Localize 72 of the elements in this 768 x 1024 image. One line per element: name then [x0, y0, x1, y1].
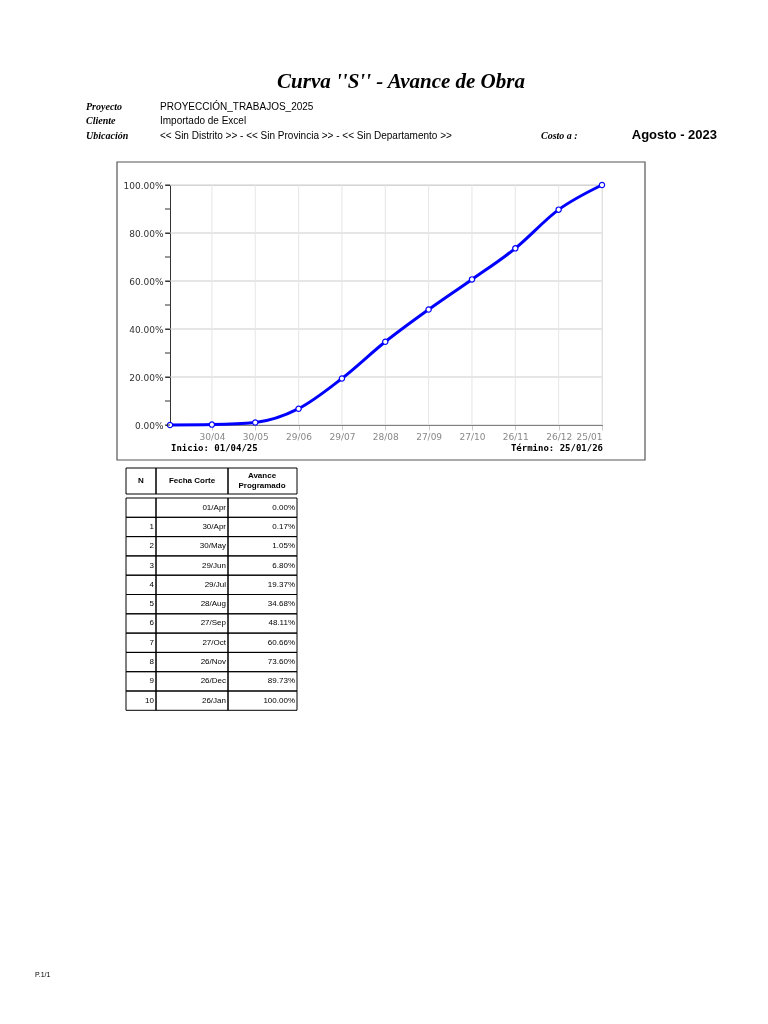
y-tick-label: 20.00%	[129, 372, 164, 383]
point	[208, 421, 216, 428]
point	[382, 338, 389, 346]
x-tick-label: 25/01	[576, 431, 603, 442]
x-tick-label: 28/08	[372, 431, 400, 442]
text: 26/Nov	[200, 657, 226, 667]
x-tick-label: 27/09	[416, 431, 443, 442]
x-tick-label: 30/05	[242, 431, 269, 442]
text: 73.60%	[267, 657, 295, 667]
x-tick-label: 30/04	[199, 431, 226, 442]
text: Avance Programado	[238, 471, 286, 490]
text: 34.68%	[267, 599, 295, 609]
text: 100.00%	[263, 695, 295, 705]
text: Fecha Corte	[168, 476, 216, 485]
text: 9	[149, 676, 155, 686]
point	[468, 276, 476, 283]
text: 6	[149, 618, 155, 628]
text: 48.11%	[268, 618, 295, 628]
point	[512, 245, 519, 252]
text: 19.37%	[267, 579, 295, 589]
text: 8	[149, 657, 155, 667]
point	[295, 405, 302, 412]
text: 0.17%	[272, 521, 295, 531]
point	[252, 419, 259, 426]
y-tick-label: 40.00%	[129, 324, 164, 335]
text: Importado de Excel	[160, 115, 247, 126]
text: 1.05%	[272, 541, 295, 551]
text: 29/Jun	[201, 560, 226, 570]
text: N	[138, 476, 145, 485]
x-tick-label: 26/11	[502, 431, 529, 442]
text: 5	[149, 599, 155, 609]
text: 2	[149, 541, 155, 551]
text: Costo a :	[541, 130, 578, 141]
text: 60.66%	[267, 637, 295, 647]
text: << Sin Distrito >> - << Sin Provincia >> - << Sin Departamento >>	[160, 130, 452, 141]
y-tick-label: 100.00%	[123, 180, 164, 191]
point	[338, 375, 346, 382]
text: Proyecto	[86, 101, 123, 112]
text: PROYECCIÓN_TRABAJOS_2025	[160, 100, 314, 112]
point	[555, 206, 562, 213]
x-tick-label: 27/10	[459, 431, 486, 442]
text: 4	[149, 579, 155, 589]
text: 30/May	[199, 541, 226, 551]
text: Inicio: 01/04/25	[171, 443, 258, 453]
y-tick-label: 60.00%	[129, 276, 164, 287]
text: Término: 25/01/26	[510, 443, 603, 453]
text: Agosto - 2023	[631, 127, 717, 142]
text: 10	[145, 695, 155, 705]
text: 26/Dec	[200, 676, 226, 686]
text: Cliente	[86, 115, 116, 126]
text: 29/Jul	[204, 579, 227, 589]
text: 30/Apr	[202, 521, 227, 531]
y-tick-label: 80.00%	[129, 228, 164, 239]
text: 01/Apr	[202, 502, 227, 512]
point	[425, 306, 432, 313]
x-tick-label: 29/07	[329, 431, 356, 442]
text: Ubicación	[86, 130, 129, 141]
chart-title: Curva ''S'' - Avance de Obra	[277, 69, 525, 93]
point	[598, 181, 606, 189]
text: 0.00%	[272, 502, 295, 512]
x-tick-label: 29/06	[286, 431, 313, 442]
text: 7	[149, 637, 155, 647]
text: 6.80%	[272, 560, 295, 570]
y-tick-label: 0.00%	[134, 420, 164, 431]
text: 26/Jan	[201, 695, 226, 705]
text: 27/Oct	[202, 637, 227, 647]
text: 89.73%	[267, 676, 295, 686]
text: 27/Sep	[200, 618, 227, 628]
x-tick-label: 26/12	[546, 431, 573, 442]
text: 3	[149, 560, 155, 570]
text: 1	[149, 521, 155, 531]
text: 28/Aug	[200, 599, 226, 609]
